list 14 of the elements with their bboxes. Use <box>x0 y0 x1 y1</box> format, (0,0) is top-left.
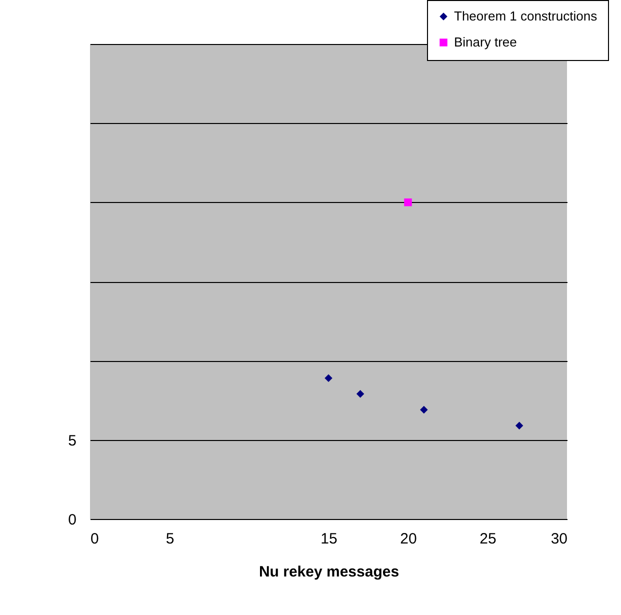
x-axis-title: Nu rekey messages <box>258 564 400 580</box>
point <box>515 422 524 430</box>
legend-label: Binary tree <box>454 34 517 50</box>
point <box>324 374 332 382</box>
point <box>420 406 428 414</box>
legend-label: Theorem 1 constructions <box>454 8 598 24</box>
point <box>404 198 412 206</box>
x-tick-label: 30 <box>550 530 568 548</box>
x-tick-label: 5 <box>166 530 174 548</box>
x-tick-label: 0 <box>90 530 99 548</box>
x-tick-label: 15 <box>320 530 338 548</box>
x-tick-label: 20 <box>400 530 417 548</box>
x-tick-label: 25 <box>480 530 496 548</box>
point <box>356 390 364 398</box>
